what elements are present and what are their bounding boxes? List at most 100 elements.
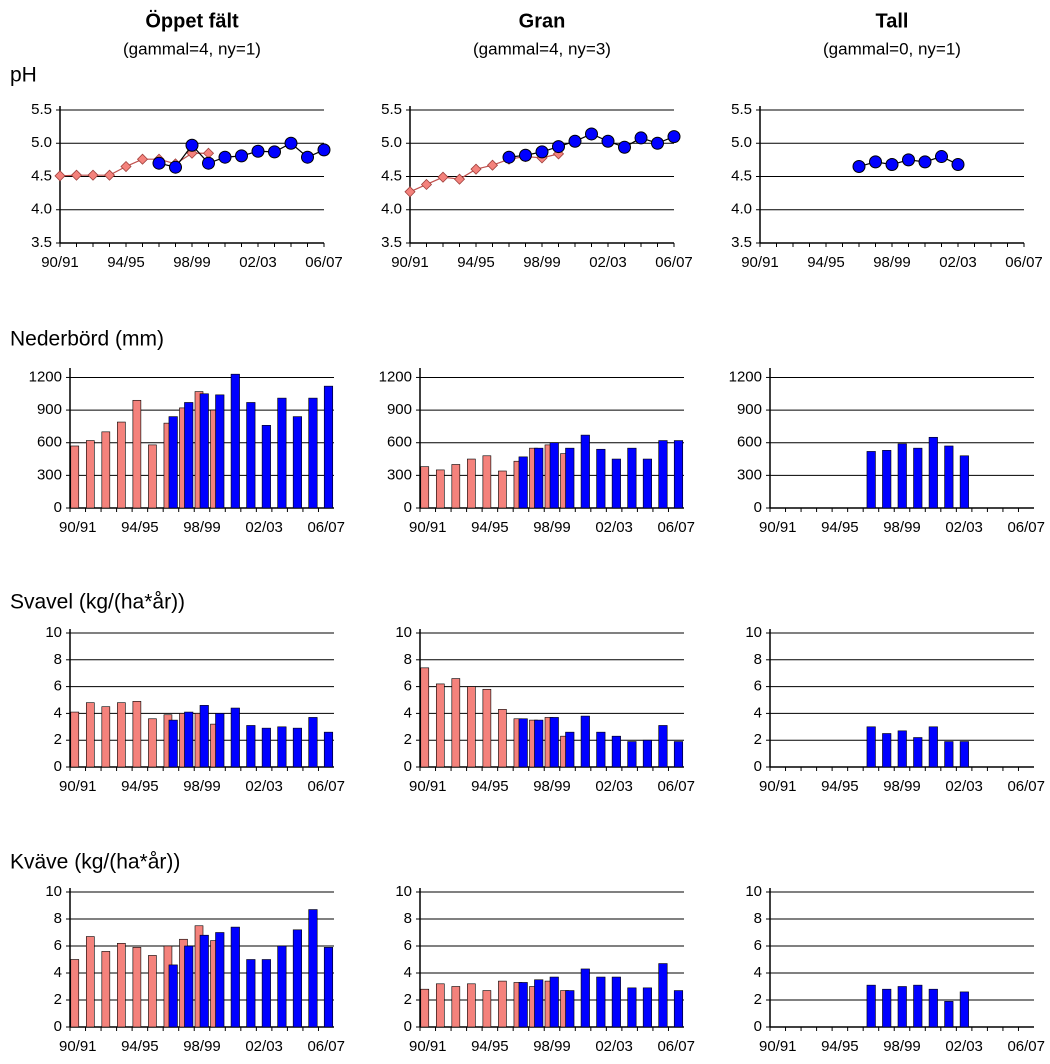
bar [534,719,544,768]
marker [470,163,482,175]
y-tick-label: 4.5 [731,167,752,184]
y-tick-label: 6 [754,678,762,695]
y-tick-label: 4 [754,964,762,981]
bar [215,932,225,1028]
marker [585,127,598,141]
bar [85,936,95,1028]
marker [235,149,248,163]
bar [627,741,637,768]
bar [959,455,969,509]
y-tick-label: 0 [404,499,412,516]
bar [944,445,954,509]
bar [467,983,476,1028]
marker [301,150,314,164]
bar [435,469,445,509]
bar [928,988,938,1028]
x-tick-label: 06/07 [657,778,695,795]
marker [486,159,499,171]
x-tick-label: 94/95 [121,1038,159,1055]
marker [152,156,166,170]
y-tick-label: 10 [395,624,412,641]
marker [284,136,298,150]
y-tick-label: 10 [745,624,762,641]
bar [451,986,461,1028]
bar [959,741,969,768]
bar [944,1001,954,1028]
bar [882,733,892,768]
bar [913,737,923,768]
bar [627,447,637,509]
y-tick-label: 5.0 [731,134,752,151]
marker [651,136,664,150]
x-tick-label: 94/95 [821,1038,859,1055]
marker [420,178,433,191]
y-tick-label: 2 [754,991,762,1008]
y-tick-label: 0 [54,758,62,775]
x-tick-label: 94/95 [471,1038,509,1055]
y-tick-label: 5.0 [381,134,402,151]
y-tick-label: 600 [37,434,62,451]
y-tick-label: 600 [737,434,762,451]
x-tick-label: 94/95 [821,519,859,536]
x-tick-label: 90/91 [759,1038,797,1055]
marker [218,150,232,164]
bar [658,963,668,1028]
x-tick-label: 98/99 [533,519,571,536]
y-tick-label: 10 [45,624,62,641]
y-tick-label: 3.5 [31,234,52,251]
bar [230,926,240,1028]
y-tick-label: 8 [754,651,762,668]
bar [292,727,302,768]
marker [185,138,199,152]
x-tick-label: 06/07 [1007,1038,1045,1055]
x-tick-label: 90/91 [759,778,797,795]
bar [261,727,271,768]
column-subtitle: (gammal=4, ny=1) [123,39,261,58]
bar [168,416,178,509]
marker [885,158,899,172]
x-tick-label: 98/99 [173,254,211,271]
marker [103,169,116,181]
y-tick-label: 4 [54,704,62,721]
x-tick-label: 94/95 [107,254,145,271]
marker [169,160,182,174]
bar [323,947,334,1028]
y-tick-label: 4 [54,964,62,981]
y-tick-label: 10 [395,883,412,900]
y-tick-label: 0 [754,499,762,516]
y-tick-label: 8 [54,651,62,668]
y-tick-label: 6 [54,937,62,954]
bar [292,929,302,1028]
x-tick-label: 98/99 [533,778,571,795]
bar [184,402,194,509]
bar [168,964,178,1028]
bar [596,731,606,768]
bar [184,711,194,768]
y-tick-label: 8 [404,910,412,927]
marker [120,160,132,173]
x-tick-label: 98/99 [523,254,561,271]
bar [132,701,142,768]
y-tick-label: 0 [754,758,762,775]
y-tick-label: 300 [387,466,412,483]
y-tick-label: 300 [37,466,62,483]
marker [87,169,99,181]
x-tick-label: 06/07 [1005,254,1043,271]
row-title: Kväve (kg/(ha*år)) [10,851,180,874]
bar [658,725,668,768]
y-tick-label: 900 [737,401,762,418]
x-tick-label: 90/91 [391,254,429,271]
bar [70,445,80,509]
x-tick-label: 94/95 [457,254,495,271]
y-tick-label: 5.0 [31,134,52,151]
bar [467,458,476,509]
bar [101,951,111,1028]
bar [261,959,271,1028]
bar [199,393,209,509]
bar [117,421,126,509]
bar [534,979,544,1028]
bar [913,447,923,509]
y-tick-label: 4.0 [731,201,752,218]
y-tick-label: 2 [404,991,412,1008]
marker [852,160,866,174]
